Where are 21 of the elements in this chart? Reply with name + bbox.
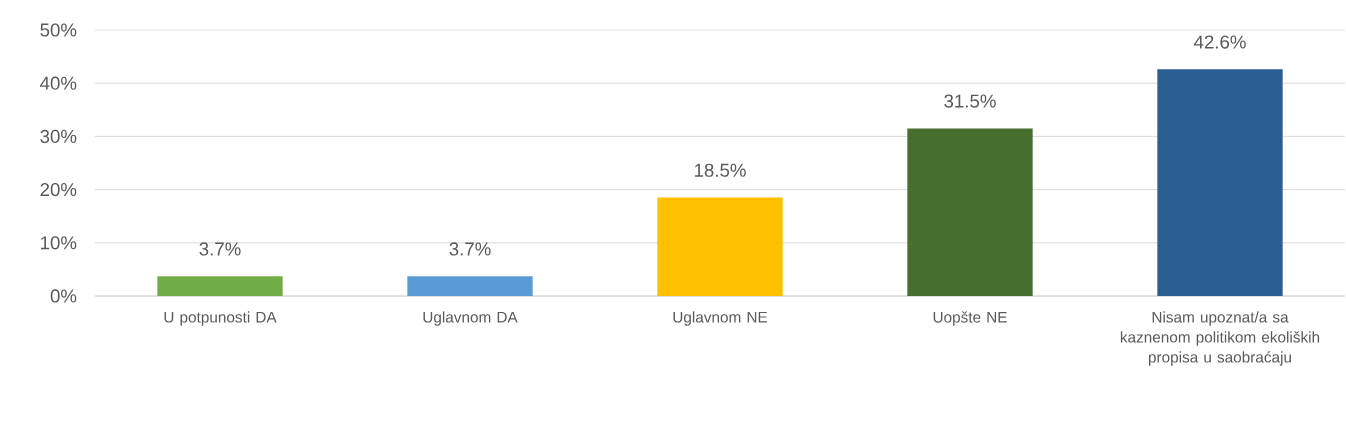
- bar: [407, 276, 533, 296]
- x-tick-label: Uglavnom NE: [673, 311, 768, 326]
- y-tick-label: 50%: [40, 23, 77, 37]
- bar: [657, 197, 783, 296]
- x-tick-label: Uglavnom DA: [423, 311, 518, 326]
- x-tick-label: Nisam upoznat/a sa kaznenom politikom ekoliških propisa u saobraćaju: [1120, 311, 1320, 366]
- x-tick-label: Uopšte NE: [933, 311, 1007, 326]
- y-tick-label: 10%: [41, 236, 77, 250]
- data-label: 31.5%: [944, 94, 996, 108]
- y-tick-label: 40%: [40, 76, 77, 90]
- data-label: 3.7%: [199, 242, 241, 256]
- data-label: 3.7%: [449, 242, 491, 256]
- bar: [1157, 69, 1283, 296]
- y-tick-label: 30%: [40, 129, 77, 144]
- bar: [157, 276, 283, 296]
- y-tick-label: 20%: [40, 182, 77, 197]
- y-tick-label: 0%: [50, 289, 77, 303]
- x-tick-label: U potpunosti DA: [164, 311, 277, 326]
- data-label: 18.5%: [694, 163, 746, 177]
- bar: [907, 128, 1033, 296]
- data-label: 42.6%: [1193, 35, 1246, 49]
